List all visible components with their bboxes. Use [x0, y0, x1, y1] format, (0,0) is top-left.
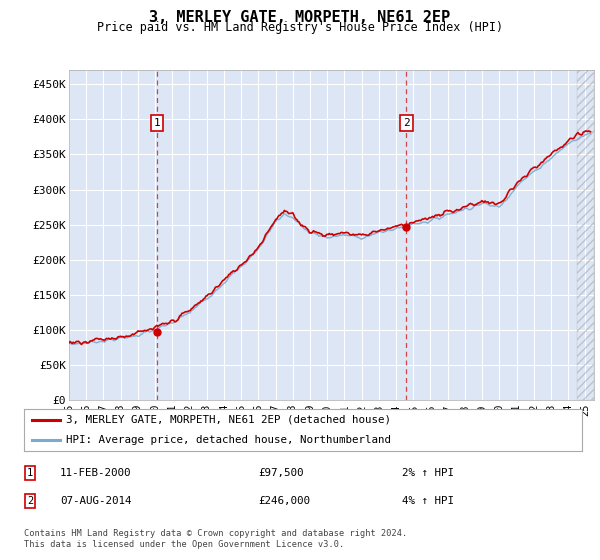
Text: 2: 2 — [403, 118, 410, 128]
Text: £246,000: £246,000 — [258, 496, 310, 506]
Text: 1: 1 — [154, 118, 160, 128]
Text: 2: 2 — [27, 496, 33, 506]
Text: 3, MERLEY GATE, MORPETH, NE61 2EP: 3, MERLEY GATE, MORPETH, NE61 2EP — [149, 10, 451, 25]
Text: HPI: Average price, detached house, Northumberland: HPI: Average price, detached house, Nort… — [66, 435, 391, 445]
Text: 3, MERLEY GATE, MORPETH, NE61 2EP (detached house): 3, MERLEY GATE, MORPETH, NE61 2EP (detac… — [66, 415, 391, 424]
Text: 07-AUG-2014: 07-AUG-2014 — [60, 496, 131, 506]
Text: 4% ↑ HPI: 4% ↑ HPI — [402, 496, 454, 506]
Text: Price paid vs. HM Land Registry's House Price Index (HPI): Price paid vs. HM Land Registry's House … — [97, 21, 503, 34]
Text: 11-FEB-2000: 11-FEB-2000 — [60, 468, 131, 478]
Text: 2% ↑ HPI: 2% ↑ HPI — [402, 468, 454, 478]
Text: Contains HM Land Registry data © Crown copyright and database right 2024.
This d: Contains HM Land Registry data © Crown c… — [24, 529, 407, 549]
Text: 1: 1 — [27, 468, 33, 478]
Text: £97,500: £97,500 — [258, 468, 304, 478]
